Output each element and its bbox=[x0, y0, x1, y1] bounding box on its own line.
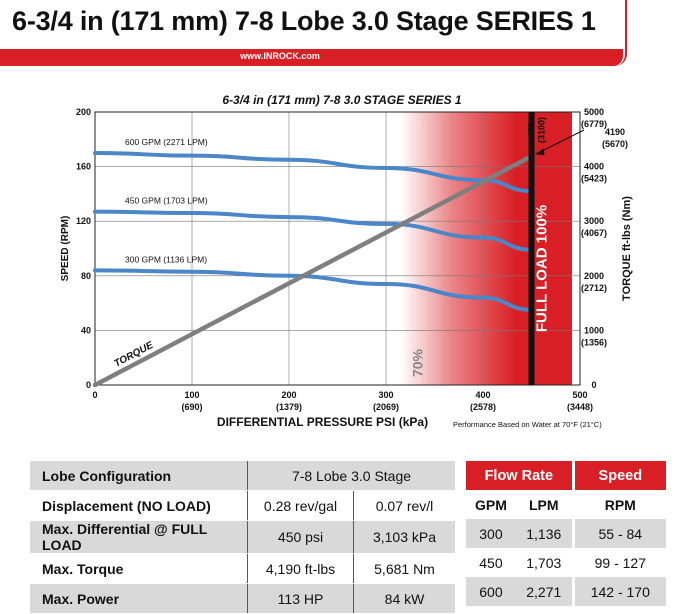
tick-labels: 0 100(690)200(1379)300(2069)400(2578)500(… bbox=[76, 107, 607, 412]
lpm-cell: 2,271 bbox=[515, 577, 574, 606]
spec-label: Max. Torque bbox=[30, 553, 248, 584]
spec-value: 113 HP bbox=[247, 583, 354, 614]
table-row: 600 2,271 142 - 170 bbox=[466, 577, 666, 606]
x-tick-label: 400 bbox=[475, 390, 490, 400]
spec-label: Max. Differential @ FULL LOAD bbox=[30, 520, 248, 554]
series-label: 600 GPM (2271 LPM) bbox=[125, 137, 208, 147]
series-layer: 600 GPM (2271 LPM) 450 GPM (1703 LPM) 300 … bbox=[92, 137, 534, 388]
full-load-line bbox=[528, 112, 535, 385]
spec-value: 0.28 rev/gal bbox=[247, 490, 354, 521]
y-right-tick-label: 3000 bbox=[584, 216, 604, 226]
table-row: Displacement (NO LOAD) 0.28 rev/gal 0.07… bbox=[30, 490, 455, 521]
y-right-tick-label: 2000 bbox=[584, 271, 604, 281]
table-row: Max. Differential @ FULL LOAD 450 psi 3,… bbox=[30, 520, 455, 554]
table-subheader-row: GPM LPM RPM bbox=[466, 490, 666, 519]
series-label: 300 GPM (1136 LPM) bbox=[125, 254, 207, 264]
spec-value: 450 psi bbox=[247, 520, 354, 554]
spec-value-metric: 0.07 rev/l bbox=[353, 490, 455, 521]
torque-max-value: 4190 bbox=[605, 127, 625, 137]
gpm-column-header: GPM bbox=[475, 496, 507, 513]
table-row: Max. Torque 4,190 ft-lbs 5,681 Nm bbox=[30, 553, 455, 584]
table-row: 450 1,703 99 - 127 bbox=[466, 548, 666, 577]
x-axis-label: DIFFERENTIAL PRESSURE PSI (kPa) bbox=[217, 415, 428, 429]
performance-chart: 6-3/4 in (171 mm) 7-8 3.0 STAGE SERIES 1… bbox=[60, 93, 633, 429]
y-left-tick-label: 40 bbox=[81, 325, 91, 335]
y-axis-left-label: SPEED (RPM) bbox=[60, 216, 71, 282]
y-left-tick-label: 160 bbox=[76, 162, 91, 172]
header-red-bar bbox=[0, 49, 623, 66]
y-right-tick-sublabel: (1356) bbox=[581, 337, 607, 347]
rpm-cell: 55 - 84 bbox=[571, 519, 666, 548]
y-axis-right-label: TORQUE ft-lbs (Nm) bbox=[621, 196, 633, 301]
series-label: 450 GPM (1703 LPM) bbox=[125, 196, 208, 206]
x-tick-sublabel: (2069) bbox=[373, 402, 399, 412]
y-right-tick-label: 0 bbox=[591, 380, 596, 390]
x-tick-sublabel: (690) bbox=[181, 402, 202, 412]
y-right-tick-label: 1000 bbox=[584, 325, 604, 335]
spec-label: Max. Power bbox=[30, 583, 248, 614]
spec-value-metric: 3,103 kPa bbox=[353, 520, 455, 554]
spec-label: Displacement (NO LOAD) bbox=[30, 490, 248, 521]
y-right-tick-label: 5000 bbox=[584, 107, 604, 117]
website-link[interactable]: www.INROCK.com bbox=[240, 51, 320, 61]
x-tick-sublabel: (2578) bbox=[470, 402, 496, 412]
speed-header: Speed bbox=[571, 461, 666, 490]
header-accent-line bbox=[612, 0, 627, 66]
seventy-percent-label: 70% bbox=[410, 348, 426, 377]
spec-table: Lobe Configuration 7-8 Lobe 3.0 Stage Di… bbox=[30, 461, 455, 614]
torque-max-value-nm: (5670) bbox=[602, 139, 628, 149]
y-right-tick-label: 4000 bbox=[584, 162, 604, 172]
rpm-cell: 99 - 127 bbox=[571, 548, 666, 577]
y-right-tick-sublabel: (2712) bbox=[581, 283, 607, 293]
x-tick-label: 200 bbox=[281, 390, 296, 400]
flow-speed-table: Flow Rate Speed GPM LPM RPM 300 1,136 55… bbox=[466, 461, 666, 606]
spec-value-metric: 5,681 Nm bbox=[353, 553, 455, 584]
table-row: Lobe Configuration 7-8 Lobe 3.0 Stage bbox=[30, 461, 455, 491]
series-line bbox=[93, 209, 534, 252]
gpm-cell: 300 bbox=[466, 519, 516, 548]
x-tick-sublabel: (1379) bbox=[276, 402, 302, 412]
full-load-value: 450 bbox=[527, 122, 537, 137]
flow-rate-header: Flow Rate bbox=[466, 461, 574, 490]
page-title: 6-3/4 in (171 mm) 7-8 Lobe 3.0 Stage SER… bbox=[12, 6, 596, 36]
chart-footnote: Performance Based on Water at 70°F (21°C… bbox=[453, 420, 602, 429]
y-left-tick-label: 120 bbox=[76, 216, 91, 226]
full-load-value-kpa: (3100) bbox=[537, 117, 547, 143]
torque-max-arrowhead bbox=[535, 148, 545, 156]
full-load-label: FULL LOAD 100% bbox=[534, 205, 551, 332]
table-row: 300 1,136 55 - 84 bbox=[466, 519, 666, 548]
torque-line bbox=[92, 153, 534, 388]
series-line bbox=[93, 268, 534, 312]
lpm-cell: 1,703 bbox=[526, 554, 562, 571]
x-tick-label: 100 bbox=[184, 390, 199, 400]
y-right-tick-sublabel: (6779) bbox=[581, 119, 607, 129]
spec-value: 7-8 Lobe 3.0 Stage bbox=[247, 461, 455, 491]
x-tick-label: 0 bbox=[92, 390, 97, 400]
table-header-row: Flow Rate Speed bbox=[466, 461, 666, 490]
spec-label: Lobe Configuration bbox=[30, 461, 248, 491]
spec-value: 4,190 ft-lbs bbox=[247, 553, 354, 584]
rpm-cell: 142 - 170 bbox=[571, 577, 666, 606]
chart-title: 6-3/4 in (171 mm) 7-8 3.0 STAGE SERIES 1 bbox=[222, 93, 462, 107]
y-right-tick-sublabel: (5423) bbox=[581, 174, 607, 184]
y-left-tick-label: 200 bbox=[76, 107, 91, 117]
spec-value-metric: 84 kW bbox=[353, 583, 455, 614]
seventy-percent-region bbox=[400, 112, 516, 385]
gpm-cell: 600 bbox=[466, 577, 516, 606]
y-left-tick-label: 0 bbox=[86, 380, 91, 390]
table-row: Max. Power 113 HP 84 kW bbox=[30, 583, 455, 614]
y-right-tick-sublabel: (4067) bbox=[581, 228, 607, 238]
x-tick-label: 500 bbox=[572, 390, 587, 400]
x-tick-sublabel: (3448) bbox=[567, 402, 593, 412]
gpm-cell: 450 bbox=[479, 554, 503, 571]
y-left-tick-label: 80 bbox=[81, 271, 91, 281]
x-tick-label: 300 bbox=[378, 390, 393, 400]
plot-frame bbox=[94, 111, 581, 386]
lpm-cell: 1,136 bbox=[515, 519, 574, 548]
lpm-column-header: LPM bbox=[528, 496, 559, 513]
rpm-column-header: RPM bbox=[571, 490, 666, 519]
